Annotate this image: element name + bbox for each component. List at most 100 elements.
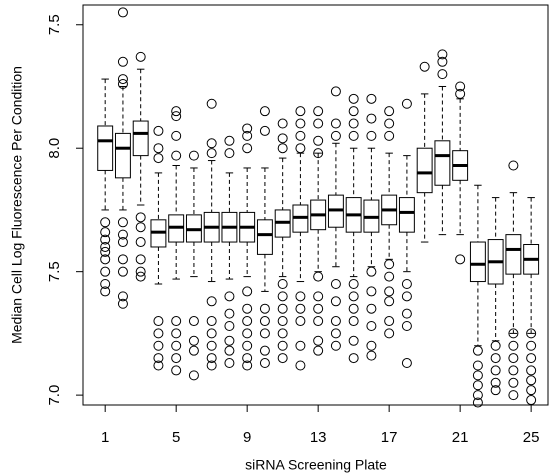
outlier: [348, 130, 359, 141]
outlier: [135, 212, 146, 223]
outlier: [206, 296, 217, 307]
outlier: [313, 148, 324, 159]
outlier: [206, 98, 217, 109]
outlier: [384, 118, 395, 129]
outlier: [259, 106, 270, 117]
outlier: [171, 365, 182, 376]
outlier: [224, 148, 235, 159]
outlier: [384, 328, 395, 339]
outlier: [277, 143, 288, 154]
outlier: [490, 340, 501, 351]
outlier: [277, 118, 288, 129]
outlier: [455, 88, 466, 99]
box: [469, 241, 486, 283]
outlier: [508, 390, 519, 401]
outlier: [526, 395, 537, 406]
outlier: [206, 148, 217, 159]
outlier: [135, 254, 146, 265]
outlier: [526, 375, 537, 386]
outlier: [401, 279, 412, 290]
outlier: [153, 125, 164, 136]
box: [416, 147, 433, 194]
y-axis-title: Median Cell Log Fluorescence Per Conditi…: [9, 66, 25, 344]
outlier: [348, 316, 359, 327]
outlier: [348, 353, 359, 364]
outlier: [295, 340, 306, 351]
outlier: [348, 93, 359, 104]
outlier: [117, 74, 128, 85]
outlier: [313, 335, 324, 346]
outlier: [295, 291, 306, 302]
outlier: [100, 266, 111, 277]
outlier: [277, 133, 288, 144]
outlier: [259, 125, 270, 136]
outlier: [206, 360, 217, 371]
outlier: [508, 160, 519, 171]
outlier: [330, 340, 341, 351]
outlier: [472, 360, 483, 371]
outlier: [242, 286, 253, 297]
box: [97, 125, 114, 171]
outlier: [472, 380, 483, 391]
outlier: [188, 335, 199, 346]
outlier: [330, 279, 341, 290]
outlier: [526, 340, 537, 351]
outlier: [330, 130, 341, 141]
outlier: [295, 143, 306, 154]
outlier: [259, 328, 270, 339]
outlier: [508, 340, 519, 351]
outlier: [100, 246, 111, 257]
outlier: [384, 259, 395, 270]
x-tick-label: 9: [243, 429, 251, 446]
outlier: [224, 320, 235, 331]
outlier: [242, 316, 253, 327]
outlier: [366, 303, 377, 314]
outlier: [366, 266, 377, 277]
outlier: [188, 316, 199, 327]
x-tick-label: 25: [523, 429, 540, 446]
x-axis-title: siRNA Screening Plate: [245, 457, 387, 473]
outlier: [508, 377, 519, 388]
outlier: [242, 328, 253, 339]
y-tick-label: 7.0: [46, 385, 63, 406]
box: [505, 234, 522, 275]
outlier: [259, 316, 270, 327]
outlier: [117, 254, 128, 265]
outlier: [384, 296, 395, 307]
outlier: [135, 222, 146, 233]
outlier: [401, 358, 412, 369]
outlier: [100, 234, 111, 245]
outlier: [401, 98, 412, 109]
outlier: [100, 286, 111, 297]
outlier: [277, 353, 288, 364]
outlier: [277, 303, 288, 314]
outlier: [277, 328, 288, 339]
outlier: [490, 365, 501, 376]
outlier: [366, 130, 377, 141]
box: [434, 140, 451, 186]
outlier: [508, 353, 519, 364]
outlier: [224, 358, 235, 369]
outlier: [224, 308, 235, 319]
outlier: [135, 51, 146, 62]
outlier: [153, 153, 164, 164]
outlier: [295, 106, 306, 117]
outlier: [171, 316, 182, 327]
outlier: [295, 118, 306, 129]
outlier: [171, 353, 182, 364]
outlier: [295, 303, 306, 314]
outlier: [100, 227, 111, 238]
outlier: [206, 340, 217, 351]
box: [256, 219, 273, 255]
outlier: [384, 106, 395, 117]
outlier: [526, 328, 537, 339]
outlier: [277, 340, 288, 351]
outlier: [117, 56, 128, 67]
outlier: [348, 291, 359, 302]
outlier: [313, 291, 324, 302]
outlier: [348, 279, 359, 290]
outlier: [526, 365, 537, 376]
outlier: [259, 345, 270, 356]
outlier: [313, 106, 324, 117]
y-tick-label: 7.5: [46, 14, 63, 35]
